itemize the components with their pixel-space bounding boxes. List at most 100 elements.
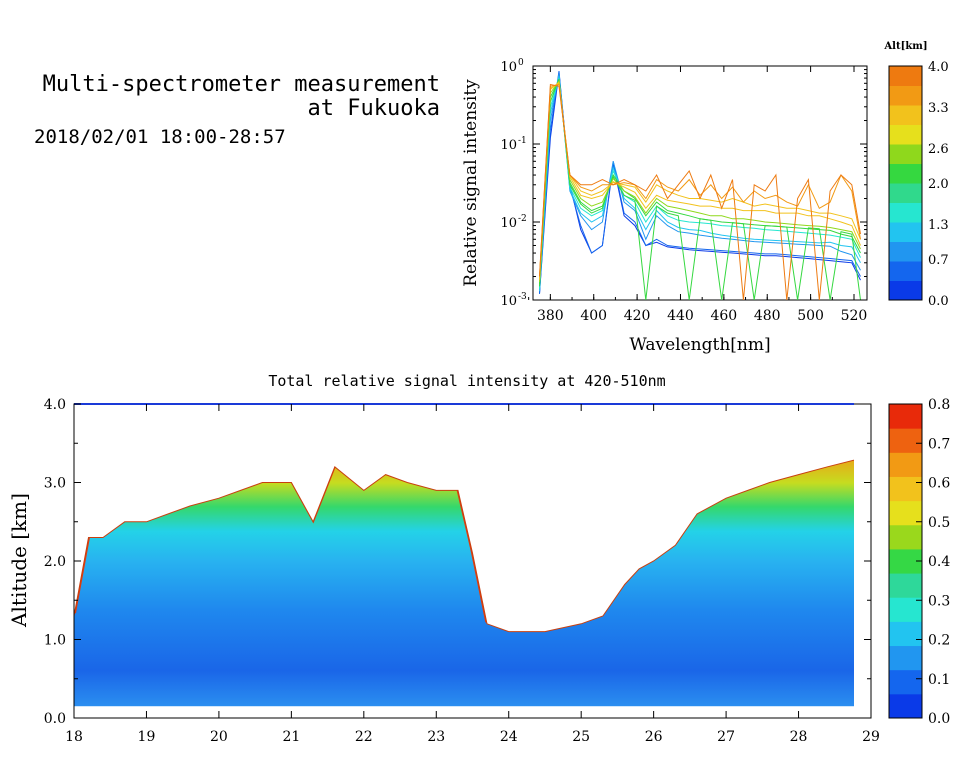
intensity-colorbar-tick-label: 0.8 bbox=[928, 397, 950, 413]
altitude-colorbar-tick-label: 0.7 bbox=[928, 253, 949, 268]
spectrum-y-tick-exponent: -3 bbox=[518, 292, 527, 302]
altitude-colorbar-tick-label: 3.3 bbox=[928, 101, 949, 116]
altitude-colorbar-label: Alt[km] bbox=[883, 41, 927, 52]
heatmap-x-tick-label: 22 bbox=[355, 729, 373, 745]
heatmap-x-axis-ticks: 18 19 20 21 22 23 24 25 26 27 28 29 bbox=[65, 404, 880, 745]
intensity-colorbar-segment bbox=[889, 597, 922, 622]
spectrum-y-tick-label: 10 bbox=[500, 138, 517, 153]
altitude-colorbar-segment bbox=[889, 66, 922, 86]
altitude-colorbar-ticks: 0.0 0.7 1.3 2.0 2.6 3.3 4.0 bbox=[928, 60, 949, 309]
heatmap-y-tick-label: 1.0 bbox=[44, 633, 66, 649]
heatmap-y-axis-label: Altitude [km] bbox=[7, 493, 31, 628]
chart-title-line2: at Fukuoka bbox=[307, 96, 440, 121]
altitude-colorbar-segment bbox=[889, 183, 922, 203]
altitude-colorbar-frame bbox=[888, 65, 923, 301]
spectrum-series-line bbox=[539, 75, 861, 292]
heatmap-x-tick-label: 24 bbox=[500, 729, 518, 745]
intensity-colorbar-segment bbox=[889, 500, 922, 526]
heatmap-y-tick-label: 2.0 bbox=[44, 554, 66, 570]
intensity-colorbar-ticks: 0.0 0.1 0.2 0.3 0.4 0.5 0.6 0.7 0.8 bbox=[916, 397, 950, 727]
measurement-timestamp: 2018/02/01 18:00-28:57 bbox=[34, 126, 286, 148]
spectrum-x-axis-label: Wavelength[nm] bbox=[629, 335, 770, 355]
chart-title-line1: Multi-spectrometer measurement bbox=[42, 72, 440, 97]
heatmap-x-tick-label: 19 bbox=[138, 729, 156, 745]
heatmap-x-tick-label: 21 bbox=[282, 729, 300, 745]
no-signal-region bbox=[74, 404, 854, 633]
intensity-colorbar-segment bbox=[889, 452, 922, 477]
altitude-colorbar-segment bbox=[889, 144, 922, 164]
heatmap-x-tick-label: 29 bbox=[862, 729, 880, 745]
spectrum-x-tick-label: 420 bbox=[624, 308, 651, 324]
intensity-colorbar-segment bbox=[889, 573, 922, 598]
altitude-colorbar-segment bbox=[889, 163, 922, 184]
altitude-colorbar-segment bbox=[889, 105, 922, 125]
spectrum-series-group bbox=[539, 71, 861, 300]
heatmap-x-tick-label: 18 bbox=[65, 729, 83, 745]
intensity-colorbar-segment bbox=[889, 693, 922, 719]
intensity-colorbar-segment bbox=[889, 669, 922, 695]
heatmap-y-axis-ticks: 0.0 1.0 2.0 3.0 4.0 bbox=[44, 397, 871, 727]
spectrum-plot-area bbox=[532, 65, 868, 301]
intensity-colorbar-tick-label: 0.5 bbox=[928, 515, 950, 531]
altitude-colorbar-tick-label: 2.0 bbox=[928, 177, 949, 192]
altitude-colorbar-tick-label: 0.0 bbox=[928, 294, 949, 309]
heatmap-x-tick-label: 20 bbox=[210, 729, 228, 745]
altitude-colorbar-tick-label: 4.0 bbox=[928, 60, 949, 75]
altitude-colorbar bbox=[889, 66, 922, 301]
heatmap-title: Total relative signal intensity at 420-5… bbox=[268, 372, 665, 390]
heatmap-y-tick-label: 3.0 bbox=[44, 476, 66, 492]
intensity-colorbar-segment bbox=[889, 428, 922, 453]
intensity-colorbar-segment bbox=[889, 645, 922, 671]
spectrum-series-line bbox=[539, 73, 861, 292]
intensity-colorbar-segment bbox=[889, 524, 922, 550]
intensity-colorbar-tick-label: 0.3 bbox=[928, 593, 950, 609]
heatmap-x-tick-label: 26 bbox=[645, 729, 663, 745]
intensity-colorbar-segment bbox=[889, 476, 922, 502]
spectrum-x-tick-label: 520 bbox=[841, 308, 868, 324]
heatmap-bands bbox=[74, 706, 854, 707]
spectrum-series-line bbox=[539, 77, 861, 289]
spectrum-series-line bbox=[539, 83, 861, 300]
altitude-colorbar-segment bbox=[889, 261, 922, 281]
spectrum-x-tick-label: 480 bbox=[754, 308, 781, 324]
spectrum-x-tick-label: 440 bbox=[667, 308, 694, 324]
heatmap-y-tick-label: 0.0 bbox=[44, 711, 66, 727]
intensity-colorbar-tick-label: 0.7 bbox=[928, 436, 950, 452]
heatmap-empty-floor bbox=[74, 706, 854, 707]
spectrum-y-tick-label: 10 bbox=[500, 216, 517, 231]
spectrum-series-line bbox=[539, 79, 861, 283]
spectrum-y-tick-exponent: -2 bbox=[518, 214, 527, 224]
heatmap-x-tick-label: 27 bbox=[717, 729, 735, 745]
intensity-colorbar bbox=[889, 404, 922, 719]
spectrum-x-axis-ticks: 380 400 420 440 460 480 500 520 bbox=[528, 66, 868, 324]
altitude-colorbar-segment bbox=[889, 85, 922, 106]
heatmap-x-tick-label: 23 bbox=[427, 729, 445, 745]
intensity-colorbar-tick-label: 0.1 bbox=[928, 672, 950, 688]
intensity-colorbar-tick-label: 0.0 bbox=[928, 711, 950, 727]
altitude-colorbar-tick-label: 2.6 bbox=[928, 142, 949, 157]
spectrum-series-line bbox=[539, 81, 861, 281]
intensity-colorbar-segment bbox=[889, 621, 922, 647]
spectrum-series-line bbox=[539, 78, 861, 300]
altitude-colorbar-segment bbox=[889, 280, 922, 301]
spectrum-x-tick-label: 380 bbox=[537, 308, 564, 324]
spectrum-x-tick-label: 400 bbox=[580, 308, 607, 324]
spectrum-x-tick-label: 460 bbox=[710, 308, 737, 324]
spectrum-series-line bbox=[539, 71, 861, 294]
intensity-colorbar-tick-label: 0.2 bbox=[928, 633, 950, 649]
intensity-colorbar-tick-label: 0.4 bbox=[928, 554, 950, 570]
altitude-colorbar-segment bbox=[889, 241, 922, 262]
altitude-colorbar-tick-label: 1.3 bbox=[928, 218, 949, 233]
altitude-colorbar-segment bbox=[889, 124, 922, 145]
spectrum-y-axis-label: Relative signal intensity bbox=[461, 79, 481, 287]
spectrum-y-tick-label: 10 bbox=[500, 294, 517, 309]
spectrum-y-tick-exponent: -1 bbox=[518, 136, 527, 146]
intensity-colorbar-tick-label: 0.6 bbox=[928, 476, 950, 492]
altitude-colorbar-segment bbox=[889, 202, 922, 223]
spectrum-x-tick-label: 500 bbox=[797, 308, 824, 324]
intensity-colorbar-segment bbox=[889, 404, 922, 429]
heatmap-y-tick-label: 4.0 bbox=[44, 397, 66, 413]
